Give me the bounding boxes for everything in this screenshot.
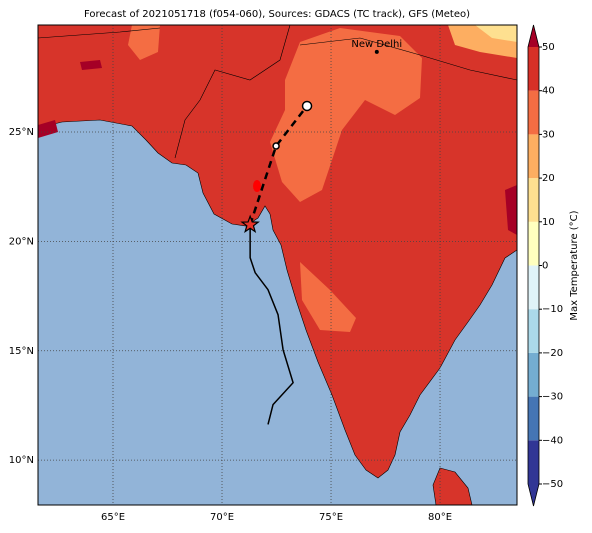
colorbar-tick-label: 10 [542, 217, 555, 228]
colorbar-extension [528, 484, 539, 506]
x-tick-label: 80°E [428, 512, 452, 523]
colorbar-segment [528, 178, 539, 222]
current-position [240, 214, 260, 234]
colorbar-tick-label: 20 [542, 173, 555, 184]
land [37, 24, 518, 479]
x-tick-label: 70°E [210, 512, 234, 523]
x-tick-label: 75°E [319, 512, 343, 523]
y-tick-label: 10°N [9, 455, 34, 466]
colorbar-tick-label: 0 [542, 261, 548, 272]
colorbar-segment [528, 221, 539, 266]
colorbar-segment [528, 352, 539, 397]
forecast-track [248, 105, 309, 226]
colorbar-label: Max Temperature (°C) [569, 210, 580, 320]
city-marker [374, 49, 379, 54]
y-tick-label: 20°N [9, 236, 34, 247]
colorbar-segment [528, 265, 539, 310]
colorbar-segment [528, 90, 539, 135]
x-tick-label: 65°E [101, 512, 125, 523]
red-marker [253, 180, 261, 192]
colorbar-tick-label: 40 [542, 86, 555, 97]
border [37, 24, 518, 159]
mild-region [475, 25, 517, 42]
colorbar-segment [528, 440, 539, 484]
colorbar-tick-label: −20 [542, 348, 563, 359]
warm-region [128, 25, 160, 60]
colorbar-tick-label: −10 [542, 304, 563, 315]
colorbar-segment [528, 47, 539, 91]
forecast-point [272, 142, 280, 150]
city-label: New Delhi [351, 39, 402, 50]
colorbar-tick-label: −30 [542, 392, 563, 403]
colorbar-extension [528, 25, 539, 47]
y-tick-label: 25°N [9, 127, 34, 138]
colorbar-segment [528, 134, 539, 179]
observed-track [249, 224, 294, 425]
colorbar-segment [528, 396, 539, 441]
colorbar-tick-label: −50 [542, 479, 563, 490]
colorbar-tick-label: 30 [542, 129, 555, 140]
warm-region [300, 262, 356, 332]
warm-region [270, 28, 422, 202]
map-title: Forecast of 2021051718 (f054-060), Sourc… [84, 9, 470, 20]
colorbar-tick-label: −40 [542, 435, 563, 446]
colorbar-segment [528, 309, 539, 353]
y-tick-label: 15°N [9, 346, 34, 357]
forecast-point [301, 100, 313, 112]
map-area: New Delhi [37, 24, 518, 506]
map-frame [37, 24, 518, 506]
colorbar-tick-label: 50 [542, 42, 555, 53]
